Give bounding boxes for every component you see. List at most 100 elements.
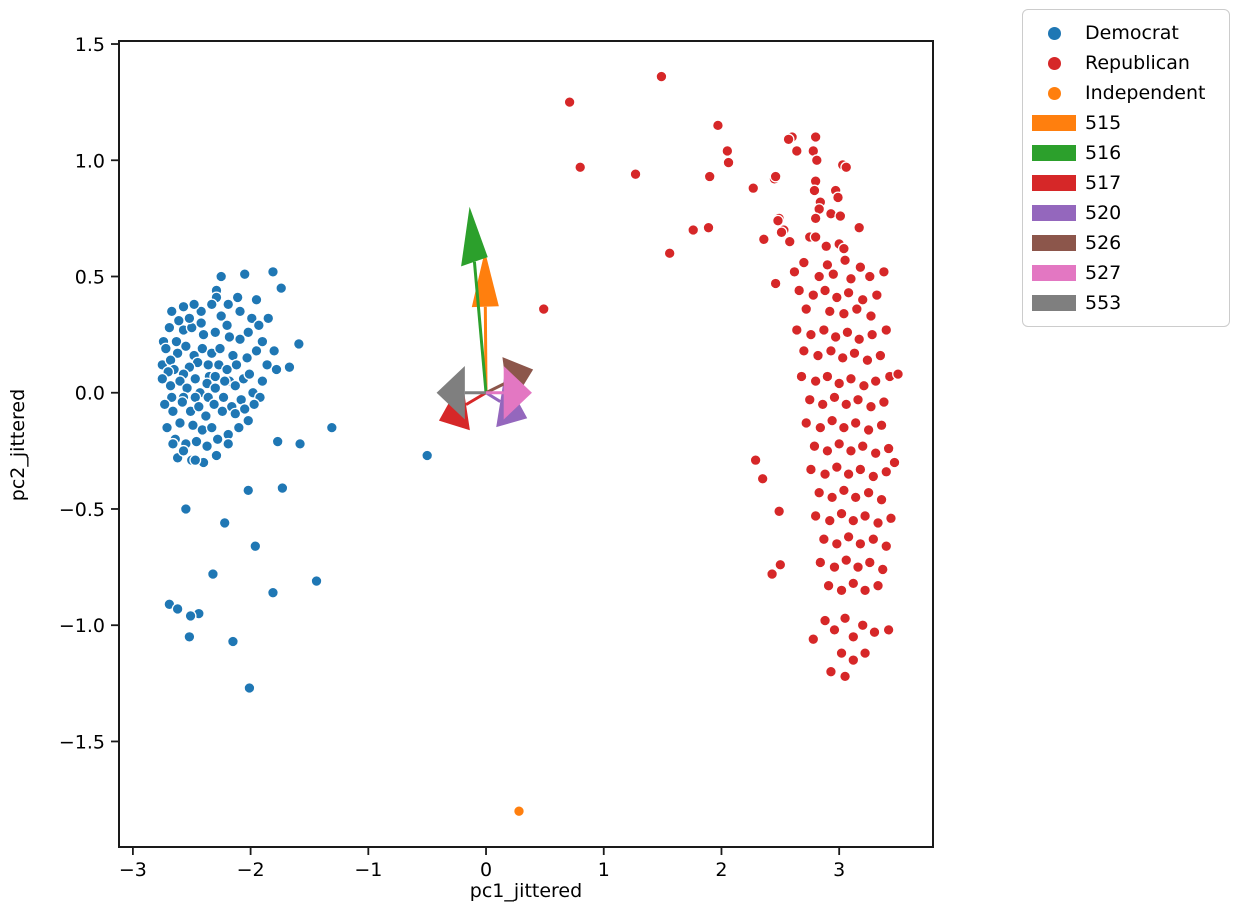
scatter-point-democrat — [275, 282, 288, 295]
scatter-point-republican — [804, 328, 817, 341]
legend-patch-marker — [1023, 265, 1085, 281]
scatter-point-republican — [821, 370, 834, 383]
scatter-point-democrat — [215, 270, 228, 283]
scatter-point-republican — [804, 463, 817, 476]
scatter-point-republican — [877, 396, 890, 408]
scatter-point-democrat — [208, 398, 221, 411]
legend-item-553: 553 — [1023, 288, 1229, 318]
scatter-point-republican — [820, 240, 833, 253]
x-tick-label: 1 — [598, 859, 610, 881]
scatter-point-republican — [828, 561, 841, 574]
scatter-point-democrat — [238, 403, 251, 415]
scatter-point-republican — [749, 454, 762, 467]
scatter-point-republican — [865, 400, 877, 413]
scatter-point-democrat — [222, 298, 235, 311]
scatter-point-republican — [859, 510, 872, 522]
scatter-point-republican — [703, 170, 716, 183]
x-tick-label: −3 — [119, 859, 147, 881]
scatter-point-republican — [863, 270, 876, 283]
y-tick-label: 1.0 — [75, 150, 105, 172]
legend-item-label: 516 — [1085, 142, 1122, 164]
scatter-point-republican — [790, 324, 803, 336]
scatter-point-democrat — [189, 372, 202, 385]
scatter-point-republican — [853, 333, 866, 346]
scatter-point-republican — [823, 514, 836, 527]
scatter-point-democrat — [159, 342, 172, 355]
scatter-point-democrat — [242, 484, 255, 497]
scatter-point-democrat — [283, 361, 296, 374]
scatter-point-republican — [788, 265, 801, 278]
scatter-point-republican — [892, 368, 904, 381]
scatter-point-republican — [849, 491, 862, 504]
scatter-point-democrat — [222, 437, 235, 450]
scatter-point-democrat — [176, 396, 189, 408]
legend-patch-marker — [1023, 295, 1085, 311]
legend-item-526: 526 — [1023, 228, 1229, 258]
y-axis-label: pc2_jittered — [7, 388, 29, 502]
scatter-point-republican — [829, 330, 842, 343]
scatter-point-democrat — [183, 312, 196, 325]
dot-icon — [1047, 26, 1061, 40]
scatter-point-democrat — [252, 319, 265, 332]
scatter-point-republican — [810, 154, 823, 167]
scatter-point-republican — [850, 303, 863, 315]
scatter-point-democrat — [261, 358, 274, 371]
dot-icon — [1047, 56, 1061, 70]
scatter-point-democrat — [271, 435, 284, 448]
legend-patch-marker — [1023, 175, 1085, 191]
scatter-point-republican — [874, 349, 887, 362]
legend-item-517: 517 — [1023, 168, 1229, 198]
scatter-point-democrat — [267, 586, 279, 599]
scatter-point-republican — [800, 417, 813, 429]
scatter-point-republican — [847, 514, 860, 527]
scatter-point-republican — [808, 440, 821, 453]
scatter-point-republican — [687, 224, 700, 236]
scatter-point-democrat — [202, 358, 215, 371]
scatter-point-republican — [842, 468, 855, 481]
scatter-point-republican — [807, 289, 820, 302]
legend-item-independent: Independent — [1023, 78, 1229, 108]
scatter-point-republican — [828, 623, 841, 636]
scatter-point-republican — [880, 540, 893, 553]
scatter-point-republican — [797, 256, 810, 269]
scatter-point-republican — [832, 191, 844, 204]
scatter-point-democrat — [242, 326, 255, 339]
scatter-point-republican — [840, 398, 853, 411]
scatter-point-republican — [721, 145, 734, 157]
scatter-point-republican — [847, 577, 860, 590]
scatter-point-republican — [847, 654, 860, 667]
scatter-point-republican — [847, 630, 860, 643]
y-tick-label: −1.0 — [59, 615, 105, 637]
scatter-point-republican — [816, 398, 829, 411]
scatter-point-democrat — [171, 602, 184, 615]
legend-item-527: 527 — [1023, 258, 1229, 288]
scatter-point-democrat — [249, 540, 262, 553]
scatter-point-republican — [808, 184, 821, 197]
scatter-point-democrat — [189, 454, 202, 467]
arrow-head-553 — [436, 366, 465, 420]
scatter-point-republican — [863, 556, 876, 569]
scatter-point-republican — [793, 284, 806, 297]
scatter-point-democrat — [197, 328, 210, 341]
scatter-point-republican — [537, 303, 550, 315]
scatter-point-republican — [563, 96, 576, 109]
scatter-point-democrat — [179, 503, 192, 515]
scatter-point-republican — [766, 568, 779, 581]
scatter-point-republican — [817, 324, 830, 336]
scatter-point-democrat — [270, 363, 283, 376]
legend-item-republican: Republican — [1023, 48, 1229, 78]
scatter-point-republican — [835, 507, 848, 520]
scatter-point-republican — [888, 456, 901, 469]
scatter-point-republican — [839, 254, 852, 267]
scatter-point-democrat — [248, 398, 261, 411]
scatter-point-democrat — [174, 375, 186, 388]
scatter-point-republican — [861, 354, 874, 367]
scatter-point-republican — [747, 182, 760, 195]
scatter-point-republican — [826, 414, 839, 427]
scatter-point-democrat — [196, 342, 209, 355]
scatter-point-democrat — [243, 368, 256, 381]
scatter-point-republican — [854, 463, 867, 476]
scatter-point-republican — [819, 284, 832, 297]
scatter-point-democrat — [166, 437, 179, 450]
